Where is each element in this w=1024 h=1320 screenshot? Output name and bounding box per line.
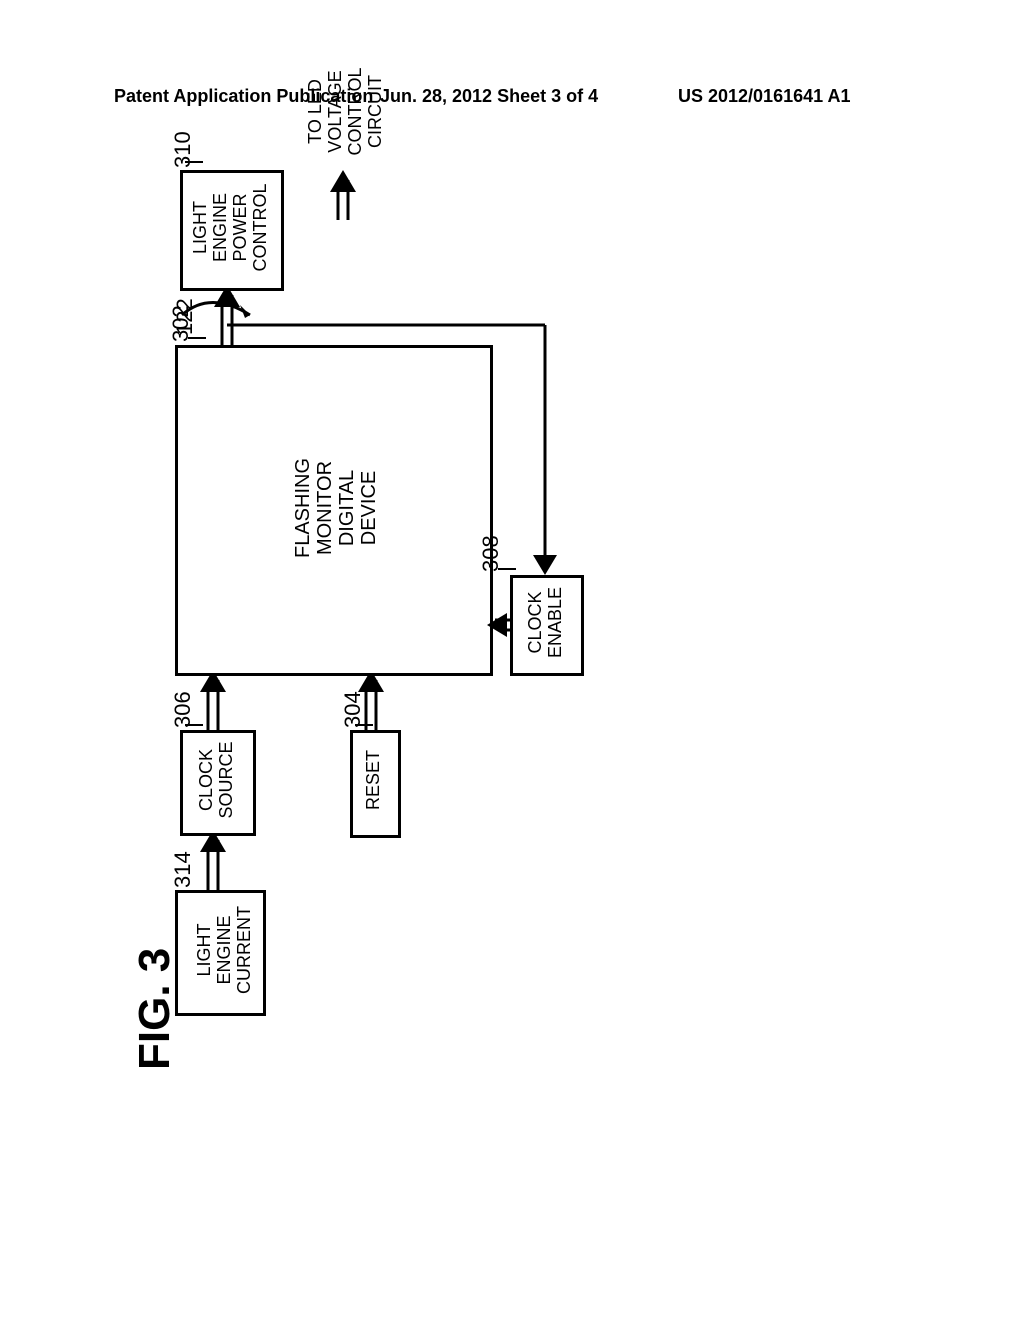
label-out-l2: VOLTAGE [325,59,345,164]
label-output: TO LED VOLTAGE CONTROL CIRCUIT [305,59,385,164]
arrow-308-to-302-v2 [130,170,890,1220]
label-out-l4: CIRCUIT [365,59,385,164]
header-center: Jun. 28, 2012 Sheet 3 of 4 [380,86,598,107]
label-out-l1: TO LED [305,59,325,164]
ref-310-tick [185,152,245,172]
header-right: US 2012/0161641 A1 [678,86,850,107]
label-out-l3: CONTROL [345,59,365,164]
